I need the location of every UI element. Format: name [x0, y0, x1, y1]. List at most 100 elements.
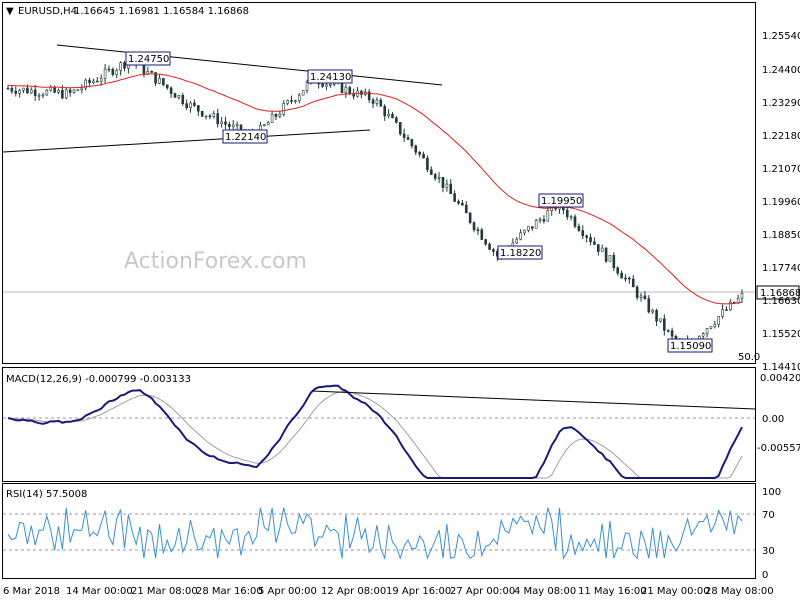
candle	[701, 332, 705, 339]
candle	[581, 225, 585, 240]
candle	[228, 121, 231, 131]
dropdown-icon[interactable]: ▼	[6, 6, 14, 17]
price-y-axis: 1.25540 1.24400 1.23290 1.22180 1.21070 …	[762, 31, 800, 373]
candle	[158, 73, 161, 85]
candle	[663, 314, 666, 336]
candle	[593, 237, 596, 246]
candle	[169, 86, 173, 98]
time-tick: 21 Mar 08:00	[131, 586, 198, 597]
candle	[282, 100, 286, 117]
candle	[709, 326, 713, 330]
price-tick: 1.14410	[762, 362, 800, 373]
candle	[725, 306, 728, 311]
candle	[204, 115, 208, 120]
time-x-axis: 6 Mar 2018 14 Mar 00:00 21 Mar 08:00 28 …	[3, 586, 774, 597]
candle	[457, 199, 460, 205]
candle	[398, 122, 402, 136]
candle	[115, 68, 119, 79]
annotation-119950: 1.19950	[538, 193, 584, 208]
svg-text:1.15090: 1.15090	[670, 341, 711, 352]
rsi-tick-0: 0	[762, 570, 768, 581]
candle	[391, 111, 394, 119]
candle	[181, 92, 185, 106]
candle	[631, 275, 635, 288]
annotation-124750: 1.24750	[125, 51, 171, 66]
candle	[577, 223, 581, 232]
candle	[96, 77, 99, 83]
candle	[437, 172, 441, 184]
candle	[76, 89, 80, 92]
candle	[45, 88, 49, 96]
candle	[721, 304, 724, 319]
candle	[235, 121, 239, 130]
candle	[193, 99, 196, 107]
svg-text:1.19950: 1.19950	[541, 196, 582, 207]
candle	[480, 227, 484, 240]
candle	[624, 274, 627, 282]
price-tick: 1.25540	[762, 31, 800, 42]
candle	[418, 151, 421, 158]
candle	[546, 206, 550, 222]
candle	[290, 95, 293, 105]
candle	[305, 79, 309, 94]
candle	[297, 92, 301, 104]
candle	[729, 299, 732, 312]
candle	[717, 316, 720, 328]
candle	[639, 292, 643, 302]
candle	[488, 242, 491, 251]
candle	[371, 97, 375, 108]
candle	[414, 144, 418, 156]
candle	[565, 205, 569, 220]
candle	[589, 233, 592, 246]
price-panel-frame	[2, 2, 756, 364]
candle	[103, 64, 107, 84]
candle	[165, 84, 169, 90]
candle	[585, 234, 588, 243]
time-tick: 14 Mar 00:00	[66, 586, 133, 597]
candle	[651, 308, 654, 315]
candle	[173, 92, 177, 98]
candle	[111, 67, 115, 77]
price-tick: 1.16630	[762, 296, 800, 307]
candle	[270, 111, 274, 123]
current-price-label: 1.16868	[760, 288, 800, 299]
candle	[740, 289, 744, 303]
candle	[294, 99, 297, 104]
candle	[635, 285, 639, 301]
candle	[468, 212, 472, 225]
candle	[616, 266, 620, 276]
candle	[666, 329, 670, 333]
annotation-122140: 1.22140	[222, 129, 268, 144]
candle	[705, 327, 709, 338]
candle	[604, 247, 608, 263]
time-tick: 11 May 16:00	[578, 586, 647, 597]
price-tick: 1.19960	[762, 197, 800, 208]
candle	[196, 105, 200, 116]
candle	[395, 115, 398, 124]
upper-trendline	[56, 44, 443, 86]
time-tick: 28 May 08:00	[705, 586, 774, 597]
candle	[107, 65, 111, 73]
candle	[379, 97, 383, 107]
candle	[325, 83, 328, 91]
candle	[402, 128, 406, 142]
candle	[263, 123, 266, 127]
candle	[406, 134, 410, 140]
candle	[286, 99, 289, 106]
price-tick: 1.21070	[762, 164, 800, 175]
candle	[208, 113, 212, 120]
ohlc-values: 1.16645 1.16981 1.16584 1.16868	[74, 6, 249, 17]
candle	[643, 291, 647, 300]
annotation-124130: 1.24130	[307, 69, 353, 84]
lower-trendline	[2, 129, 371, 153]
rsi-tick-30: 30	[762, 546, 775, 557]
symbol-label: EURUSD,H4	[18, 6, 77, 17]
candle	[472, 221, 476, 233]
candle	[41, 92, 45, 99]
candle	[422, 151, 425, 159]
rsi-panel-frame	[2, 483, 756, 579]
time-tick: 19 Apr 16:00	[386, 586, 451, 597]
candle	[92, 78, 95, 85]
annotation-115090: 1.15090	[667, 338, 713, 353]
